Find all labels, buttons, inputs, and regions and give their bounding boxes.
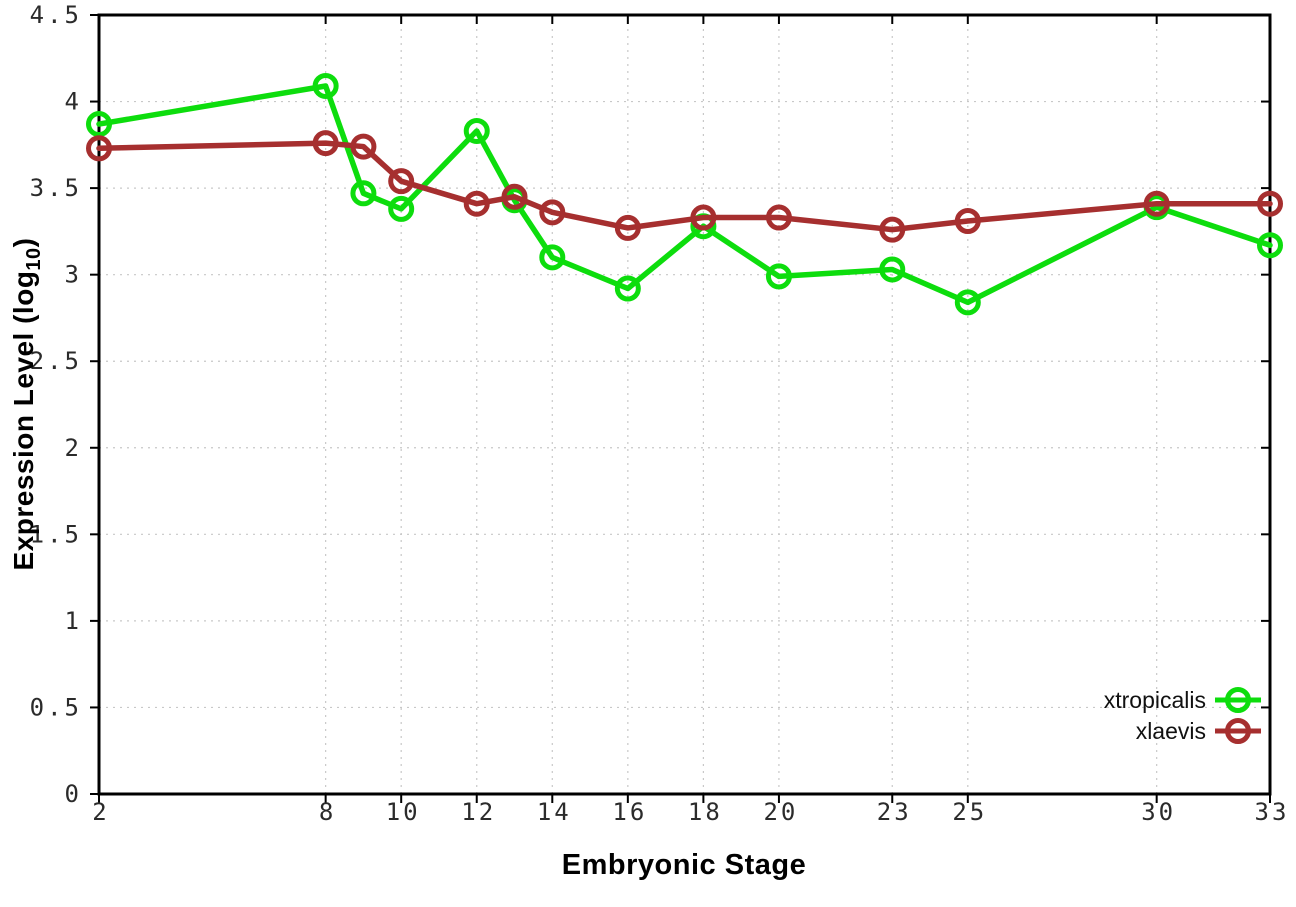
data-point-xlaevis [350,133,377,160]
y-tick-label: 4.5 [30,1,82,29]
y-axis-title-subscript: 10 [23,247,45,271]
legend-marker-icon [1225,687,1251,713]
y-tick-label: 0 [65,780,82,808]
legend-marker-icon [1225,718,1251,744]
data-point-xtropicalis [388,195,415,222]
x-tick-label: 25 [952,798,987,826]
y-axis-title: Expression Level (log10) [8,237,45,571]
data-point-xtropicalis [765,263,792,290]
data-point-xlaevis [1143,190,1170,217]
y-axis-title-text: Expression Level (log [8,270,39,571]
y-tick-label: 2.5 [30,347,82,375]
x-tick-label: 2 [92,798,109,826]
x-tick-label: 18 [688,798,723,826]
data-point-xtropicalis [86,111,112,138]
data-point-xtropicalis [463,117,490,144]
data-point-xlaevis [879,216,906,243]
data-point-xlaevis [501,183,528,210]
data-point-xlaevis [1257,190,1283,217]
y-tick-label: 1.5 [30,520,82,548]
series-line-xtropicalis [96,83,1273,306]
y-axis-title-suffix: ) [8,237,39,248]
data-point-xtropicalis [1257,232,1283,259]
x-axis-title: Embryonic Stage [561,849,807,881]
data-point-xlaevis [954,208,981,235]
data-point-xtropicalis [954,289,981,316]
y-tick-label: 4 [65,88,82,116]
x-tick-label: 8 [319,798,336,826]
data-point-xlaevis [765,204,792,231]
data-point-xtropicalis [539,244,566,271]
x-tick-label: 30 [1141,798,1176,826]
y-tick-label: 2 [65,434,82,462]
data-point-xlaevis [312,130,339,157]
y-tick-label: 1 [65,607,82,635]
data-point-xlaevis [463,190,490,217]
data-point-xtropicalis [350,180,377,207]
data-point-xlaevis [86,135,112,162]
data-point-xlaevis [388,168,415,195]
data-point-xtropicalis [614,275,641,302]
x-tick-label: 16 [612,798,647,826]
legend-label-xlaevis: xlaevis [1136,718,1206,744]
y-tick-label: 0.5 [30,693,82,721]
x-tick-label: 33 [1255,798,1290,826]
x-tick-label: 23 [877,798,912,826]
y-tick-label: 3 [65,261,82,289]
x-tick-label: 12 [461,798,496,826]
data-point-xlaevis [539,199,566,226]
series-line-xlaevis [96,140,1273,233]
x-tick-label: 20 [763,798,798,826]
plot-border [97,13,1272,796]
data-point-xtropicalis [879,256,906,283]
legend-label-xtropicalis: xtropicalis [1104,687,1206,713]
y-tick-label: 3.5 [30,174,82,202]
x-tick-label: 14 [537,798,572,826]
data-point-xtropicalis [312,72,339,99]
x-tick-label: 10 [386,798,421,826]
data-point-xlaevis [690,204,717,231]
data-point-xlaevis [614,214,641,241]
